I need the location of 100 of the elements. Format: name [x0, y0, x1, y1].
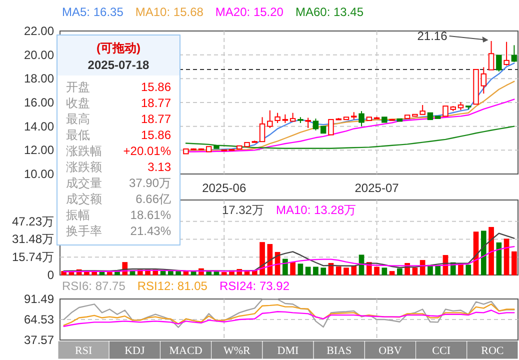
bar [351, 266, 357, 276]
bar [397, 268, 402, 276]
bar [320, 268, 326, 276]
bar [206, 271, 212, 276]
bar [221, 272, 227, 276]
series-label: RSI12: 81.05 [137, 279, 208, 293]
text: 15.86 [140, 80, 171, 94]
bar [313, 266, 318, 276]
text: 15.86 [140, 128, 171, 142]
y-tick-label: 0 [47, 268, 54, 282]
y-tick-label: 64.53 [24, 312, 54, 326]
text: 18.61% [130, 208, 171, 222]
bar [260, 242, 265, 276]
category-label: 最低 [66, 128, 90, 142]
text: 37.90万 [128, 176, 171, 190]
line-series [63, 310, 515, 327]
bar [282, 258, 288, 276]
bar [435, 266, 441, 276]
text: +20.01% [123, 144, 171, 158]
y-tick-label: 14.00 [24, 119, 54, 134]
y-tick-label: 22.00 [24, 24, 54, 38]
bar [428, 266, 433, 276]
text: RSI [74, 345, 92, 357]
y-tick-label: 18.00 [24, 72, 54, 86]
text: W%R [223, 345, 251, 357]
bar [480, 230, 486, 276]
line-series [63, 246, 515, 272]
text: 21.43% [130, 224, 171, 238]
category-label: 换手率 [66, 224, 102, 238]
bar [488, 226, 494, 276]
bar [336, 266, 342, 276]
text: 2025-07-18 [88, 58, 150, 72]
text: MA10: 15.68 [135, 5, 204, 19]
text: DMI [277, 345, 300, 357]
bar [412, 268, 418, 276]
bar [183, 271, 189, 276]
text: 6.66亿 [136, 192, 171, 206]
bar [214, 271, 220, 276]
bar [374, 266, 380, 276]
category-label: 成交量 [66, 176, 102, 190]
bar [190, 271, 196, 276]
y-tick-label: 31.48万 [12, 232, 54, 246]
y-tick-label: 15.74万 [12, 250, 54, 264]
bar [496, 242, 502, 276]
y-tick-label: 37.57 [24, 333, 54, 347]
candlestick [480, 66, 487, 94]
text: BIAS [326, 345, 352, 357]
category-label: 收盘 [66, 96, 90, 110]
line-series [63, 298, 515, 328]
candlestick [305, 117, 311, 128]
category-label: 振幅 [66, 208, 90, 222]
series-label: RSI24: 73.92 [219, 279, 290, 293]
x-tick-label: 2025-07 [354, 181, 400, 195]
bar [160, 271, 166, 276]
bar [168, 271, 174, 276]
candlestick [504, 41, 510, 66]
candlestick [442, 106, 448, 117]
bar [267, 244, 273, 276]
bar [290, 262, 296, 276]
bar [466, 264, 472, 276]
bar [512, 251, 517, 276]
text: MA60: 13.45 [295, 5, 364, 19]
y-tick-label: 12.00 [24, 143, 54, 158]
bar [382, 268, 388, 276]
text: MA5: 16.35 [62, 5, 124, 19]
category-label: 涨跌幅 [66, 144, 102, 158]
text: 18.77 [140, 112, 171, 126]
text: KDJ [124, 345, 146, 357]
bar [176, 271, 181, 276]
series-label: RSI6: 87.75 [62, 279, 126, 293]
text: MACD [169, 345, 202, 357]
bar [61, 271, 66, 276]
candlestick [358, 110, 364, 127]
text: 17.32万 [222, 203, 264, 217]
text: MA10: 13.28万 [276, 203, 356, 217]
bar [305, 266, 311, 276]
category-label: 涨跌额 [66, 160, 102, 174]
annotation: 21.16 [417, 29, 448, 44]
y-tick-label: 20.00 [24, 48, 54, 62]
text: CCI [432, 345, 451, 357]
candlestick [511, 44, 518, 62]
bar [298, 264, 304, 276]
line-series [185, 126, 515, 149]
candlestick [259, 116, 266, 142]
category-label: 开盘 [66, 80, 90, 94]
y-tick-label: 91.49 [24, 292, 54, 306]
bar [389, 271, 395, 276]
candlestick [488, 40, 494, 70]
y-tick-label: 10.00 [24, 167, 54, 181]
candlestick [328, 119, 334, 136]
bar [106, 272, 112, 276]
y-tick-label: 16.00 [24, 96, 54, 110]
text: MA20: 15.20 [215, 5, 284, 19]
category-label: 成交额 [66, 192, 102, 206]
candlestick [312, 118, 319, 131]
text: OBV [378, 345, 402, 357]
x-tick-label: 2025-06 [202, 181, 246, 195]
text: (可拖动) [96, 41, 140, 55]
candlestick [496, 54, 502, 72]
text: 18.77 [140, 96, 171, 110]
